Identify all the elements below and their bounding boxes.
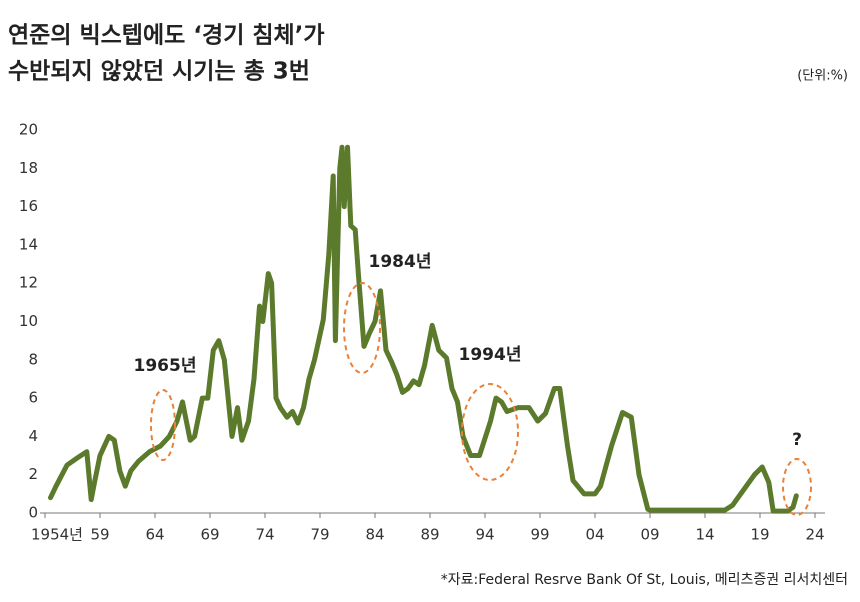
line-series	[48, 144, 799, 514]
y-tick-label: 16	[19, 197, 38, 215]
x-tick-label: 84	[365, 526, 384, 544]
x-tick-label: 24	[805, 526, 824, 544]
highlight-ellipse	[461, 383, 519, 481]
highlight-ellipse	[150, 389, 176, 461]
x-tick-label: 89	[420, 526, 439, 544]
highlight-ellipse	[343, 282, 381, 374]
x-tick-label: 1954년	[31, 526, 83, 544]
source: *자료:Federal Resrve Bank Of St, Louis, 메리…	[441, 572, 848, 588]
x-tick-label: 09	[640, 526, 659, 544]
annotation: ?	[792, 430, 802, 450]
annotation: 1994년	[459, 345, 522, 365]
x-tick-label: 69	[200, 526, 219, 544]
y-tick-label: 10	[19, 312, 38, 330]
y-tick-label: 0	[28, 504, 38, 522]
x-tick-label: 59	[90, 526, 109, 544]
annotation: 1984년	[369, 252, 432, 272]
x-tick-label: 64	[145, 526, 164, 544]
y-tick-label: 14	[19, 235, 38, 253]
y-tick-label: 20	[19, 121, 38, 139]
y-tick-label: 4	[28, 427, 38, 445]
y-tick-label: 8	[28, 350, 38, 368]
y-tick-label: 18	[19, 159, 38, 177]
y-tick-label: 6	[28, 389, 38, 407]
annotation: 1965년	[134, 356, 197, 376]
y-tick-label: 12	[19, 274, 38, 292]
x-tick-label: 74	[255, 526, 274, 544]
y-tick-label: 2	[28, 465, 38, 483]
x-tick-label: 79	[310, 526, 329, 544]
x-tick-label: 14	[695, 526, 714, 544]
x-tick-label: 04	[585, 526, 604, 544]
unit-label: (단위:%)	[797, 69, 848, 84]
chart-title: 수반되지 않았던 시기는 총 3번	[8, 59, 310, 85]
x-tick-label: 19	[750, 526, 769, 544]
highlight-ellipse	[782, 458, 812, 516]
x-tick-label: 94	[475, 526, 494, 544]
x-tick-label: 99	[530, 526, 549, 544]
chart-title: 연준의 빅스텝에도 ‘경기 침체’가	[8, 23, 325, 49]
